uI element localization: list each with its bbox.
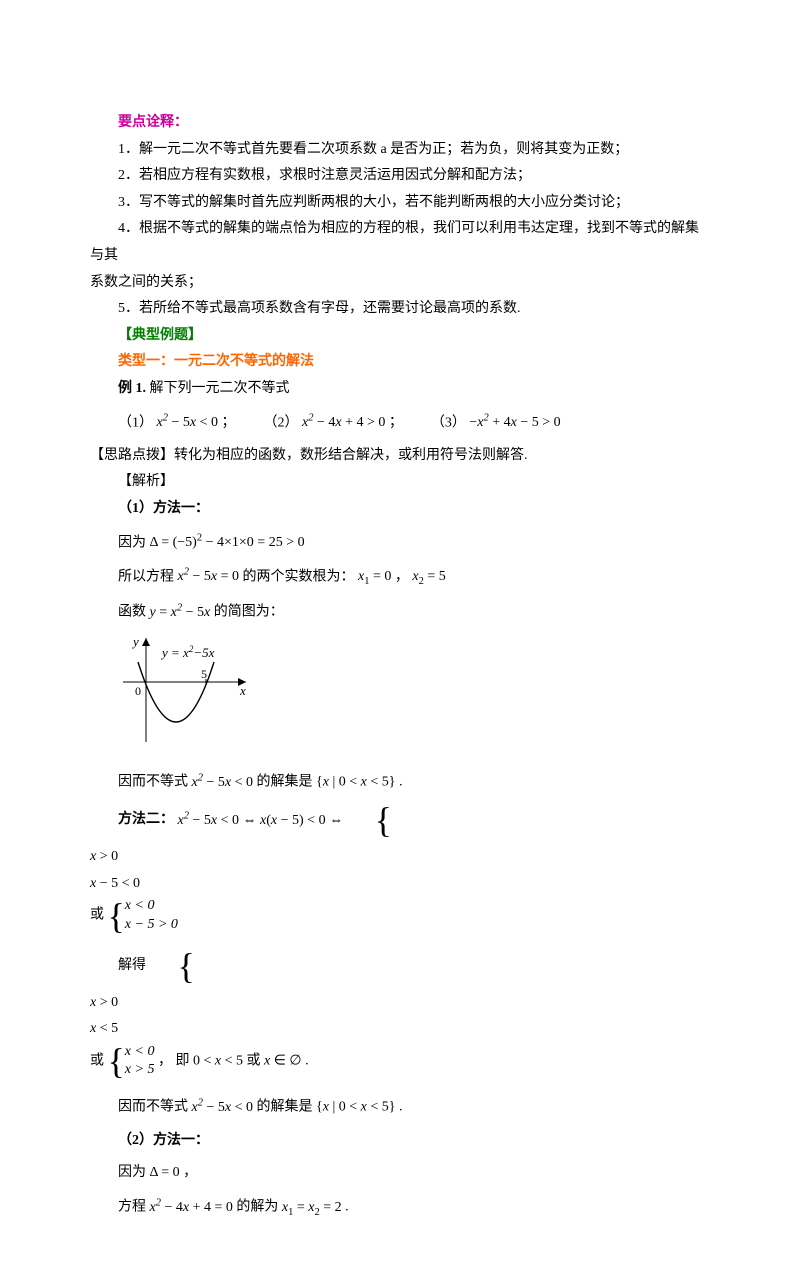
part1-solve: 解得 { — [90, 948, 703, 984]
example-1-items: （1） x2 − 5x < 0 ； （2） x2 − 4x + 4 > 0 ； … — [90, 409, 703, 437]
example-1-label: 例 1. — [118, 381, 146, 396]
part2-eq-pre: 方程 — [118, 1200, 150, 1215]
solve-sys1-row1: x > 0 — [90, 990, 703, 1017]
part1-roots-mid: 的两个实数根为： — [243, 569, 359, 584]
part1-concl1-post: . — [399, 775, 403, 790]
part1-solve-sys2: { x < 0 x > 5 — [108, 1043, 155, 1079]
part1-func-pre: 函数 — [118, 605, 150, 620]
part1-concl2-pre: 因而不等式 — [118, 1100, 192, 1115]
item-1-expr: x2 − 5x < 0 ； — [157, 415, 236, 430]
part1-delta: 因为 Δ = (−5)2 − 4×1×0 = 25 > 0 — [90, 529, 703, 557]
sys1-row2: x − 5 < 0 — [90, 871, 703, 898]
part1-roots-eq: x2 − 5x = 0 — [178, 569, 240, 584]
item-1-label: （1） — [118, 415, 153, 430]
part2-eq-post: . — [345, 1200, 349, 1215]
part1-method2: 方法二： x2 − 5x < 0 ⇔ x(x − 5) < 0 ⇔ { — [90, 802, 703, 838]
svg-text:y: y — [131, 634, 139, 649]
part1-func-post: 的简图为： — [214, 605, 284, 620]
point-4a: 4．根据不等式的解集的端点恰为相应的方程的根，我们可以利用韦达定理，找到不等式的… — [90, 216, 703, 269]
example-1-text: 解下列一元二次不等式 — [150, 381, 290, 396]
svg-text:0: 0 — [135, 684, 141, 698]
part1-concl2-set: {x | 0 < x < 5} — [316, 1100, 396, 1115]
page: 要点诠释： 1．解一元二次不等式首先要看二次项系数 a 是否为正；若为负，则将其… — [0, 0, 793, 1288]
sys2-row1: x < 0 — [125, 897, 178, 915]
part1-roots-pre: 所以方程 — [118, 569, 178, 584]
parabola-svg: y x 0 5 y = x2−5x — [118, 632, 253, 747]
svg-text:x: x — [239, 683, 246, 698]
part2-delta: 因为 Δ = 0 ， — [90, 1160, 703, 1187]
part1-m2-step1: x2 − 5x < 0 ⇔ x(x − 5) < 0 ⇔ — [178, 813, 347, 828]
point-5: 5．若所给不等式最高项系数含有字母，还需要讨论最高项的系数. — [90, 296, 703, 323]
part1-roots-sep: ， — [395, 569, 413, 584]
part1-concl2-post: . — [399, 1100, 403, 1115]
part1-m2-or1: 或 — [90, 908, 108, 923]
item-2-expr: x2 − 4x + 4 > 0 ； — [302, 415, 403, 430]
part1-concl1-set: {x | 0 < x < 5} — [316, 775, 396, 790]
sys2-row2: x − 5 > 0 — [125, 916, 178, 934]
part1-concl1-mid: 的解集是 — [257, 775, 317, 790]
point-3: 3．写不等式的解集时首先应判断两根的大小，若不能判断两根的大小应分类讨论； — [90, 190, 703, 217]
part1-root1: x1 = 0 — [358, 569, 391, 584]
part1-concl1-pre: 因而不等式 — [118, 775, 192, 790]
solve-sys2-row2: x > 5 — [125, 1061, 155, 1079]
examples-title-text: 【典型例题】 — [118, 328, 202, 343]
part2-eq-expr: x2 − 4x + 4 = 0 — [150, 1200, 233, 1215]
part1-delta-pre: 因为 — [118, 535, 150, 550]
solve-sys1-row2: x < 5 — [90, 1016, 703, 1043]
sys1-row1: x > 0 — [90, 844, 703, 871]
part1-m2-sys1: { — [347, 802, 392, 838]
example-1-prompt: 例 1. 解下列一元二次不等式 — [90, 376, 703, 403]
part1-delta-expr: Δ = (−5)2 − 4×1×0 = 25 > 0 — [150, 535, 305, 550]
part1-method2-label: 方法二： — [118, 813, 174, 828]
hint-line: 【思路点拨】转化为相应的函数，数形结合解决，或利用符号法则解答. — [90, 443, 703, 470]
part1-func-expr: y = x2 − 5x — [150, 605, 211, 620]
points-title-text: 要点诠释： — [118, 115, 188, 130]
part1-solve-sys1: { — [150, 948, 195, 984]
item-3-label: （3） — [431, 415, 466, 430]
examples-title: 【典型例题】 — [90, 323, 703, 350]
part1-concl2-mid: 的解集是 — [257, 1100, 317, 1115]
part1-solve-or: 或 — [90, 1053, 108, 1068]
svg-text:y = x2−5x: y = x2−5x — [160, 644, 215, 660]
part1-roots: 所以方程 x2 − 5x = 0 的两个实数根为： x1 = 0 ， x2 = … — [90, 563, 703, 592]
part2-eq-mid: 的解为 — [236, 1200, 282, 1215]
part1-conclusion2: 因而不等式 x2 − 5x < 0 的解集是 {x | 0 < x < 5} . — [90, 1093, 703, 1121]
part1-conclusion1: 因而不等式 x2 − 5x < 0 的解集是 {x | 0 < x < 5} . — [90, 768, 703, 796]
solution-label: 【解析】 — [90, 469, 703, 496]
type-1-title: 类型一：一元二次不等式的解法 — [90, 349, 703, 376]
part1-root2: x2 = 5 — [412, 569, 445, 584]
part1-func: 函数 y = x2 − 5x 的简图为： — [90, 598, 703, 626]
parabola-graph: y x 0 5 y = x2−5x — [118, 632, 703, 758]
solve-sys2-row1: x < 0 — [125, 1043, 155, 1061]
point-4b: 系数之间的关系； — [90, 270, 703, 297]
part1-concl1-expr: x2 − 5x < 0 — [192, 775, 254, 790]
part2-delta-text: 因为 Δ = 0 ， — [118, 1165, 197, 1180]
type-1-title-text: 类型一：一元二次不等式的解法 — [118, 354, 314, 369]
part1-solve-post: ， 即 0 < x < 5 或 x ∈ ∅ . — [158, 1053, 309, 1068]
points-title: 要点诠释： — [90, 110, 703, 137]
item-2-label: （2） — [264, 415, 299, 430]
hint-label: 【思路点拨】 — [90, 448, 174, 463]
part1-solve-pre: 解得 — [118, 958, 150, 973]
point-2: 2．若相应方程有实数根，求根时注意灵活运用因式分解和配方法； — [90, 163, 703, 190]
svg-text:5: 5 — [201, 667, 207, 681]
part2-eq: 方程 x2 − 4x + 4 = 0 的解为 x1 = x2 = 2 . — [90, 1193, 703, 1222]
part1-method1-label: （1）方法一： — [90, 496, 703, 523]
item-3-expr: −x2 + 4x − 5 > 0 — [469, 415, 560, 430]
part2-method1-label: （2）方法一： — [90, 1128, 703, 1155]
part1-concl2-expr: x2 − 5x < 0 — [192, 1100, 254, 1115]
part1-m2-sys2: { x < 0 x − 5 > 0 — [108, 897, 178, 933]
part2-eq-roots: x1 = x2 = 2 — [282, 1200, 342, 1215]
point-1: 1．解一元二次不等式首先要看二次项系数 a 是否为正；若为负，则将其变为正数； — [90, 137, 703, 164]
hint-text: 转化为相应的函数，数形结合解决，或利用符号法则解答. — [174, 448, 528, 463]
